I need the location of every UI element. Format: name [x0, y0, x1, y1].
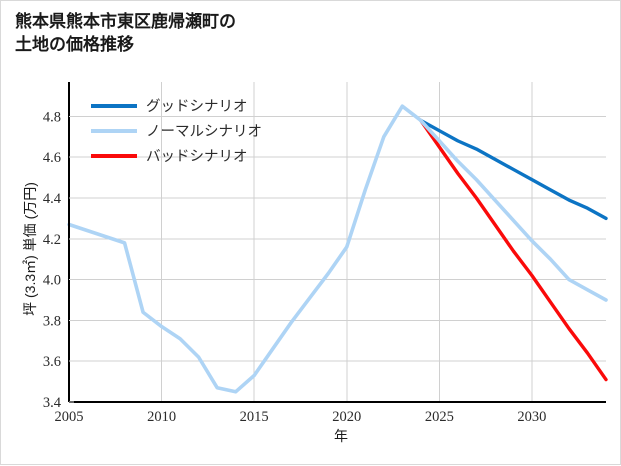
y-tick-4.6: 4.6 — [43, 150, 61, 166]
y-tick-labels: 3.4 3.6 3.8 4.0 4.2 4.4 4.6 4.8 — [43, 109, 74, 411]
y-axis-title: 坪 (3.3㎡) 単価 (万円) — [22, 182, 38, 316]
legend-label-ノーマルシナリオ: ノーマルシナリオ — [146, 124, 262, 140]
x-tick-2030: 2030 — [517, 409, 546, 425]
y-tick-4.0: 4.0 — [43, 273, 61, 289]
series-lines — [67, 104, 608, 394]
y-tick-3.6: 3.6 — [43, 354, 61, 370]
y-tick-4.8: 4.8 — [43, 109, 61, 125]
x-tick-labels: 2005 2010 2015 2020 2025 2030 — [55, 409, 547, 425]
x-tick-2005: 2005 — [55, 409, 84, 425]
chart-title: 熊本県熊本市東区鹿帰瀬町の 土地の価格推移 — [15, 12, 236, 54]
x-gridlines — [68, 82, 533, 402]
series-line-バッドシナリオ — [419, 118, 608, 382]
y-tick-3.8: 3.8 — [43, 313, 61, 329]
series-line-グッドシナリオ — [419, 118, 608, 221]
x-tick-2015: 2015 — [240, 409, 269, 425]
y-tick-4.2: 4.2 — [43, 232, 61, 248]
x-axis-title: 年 — [334, 428, 348, 444]
axis-lines — [67, 82, 606, 404]
x-tick-2020: 2020 — [332, 409, 361, 425]
legend-label-バッドシナリオ: バッドシナリオ — [146, 149, 248, 165]
x-tick-2010: 2010 — [147, 409, 176, 425]
series-line-ノーマルシナリオ — [67, 104, 608, 394]
x-tick-2025: 2025 — [425, 409, 454, 425]
y-tick-3.4: 3.4 — [43, 395, 62, 411]
y-tick-4.4: 4.4 — [43, 191, 62, 207]
legend-label-グッドシナリオ: グッドシナリオ — [146, 98, 248, 115]
